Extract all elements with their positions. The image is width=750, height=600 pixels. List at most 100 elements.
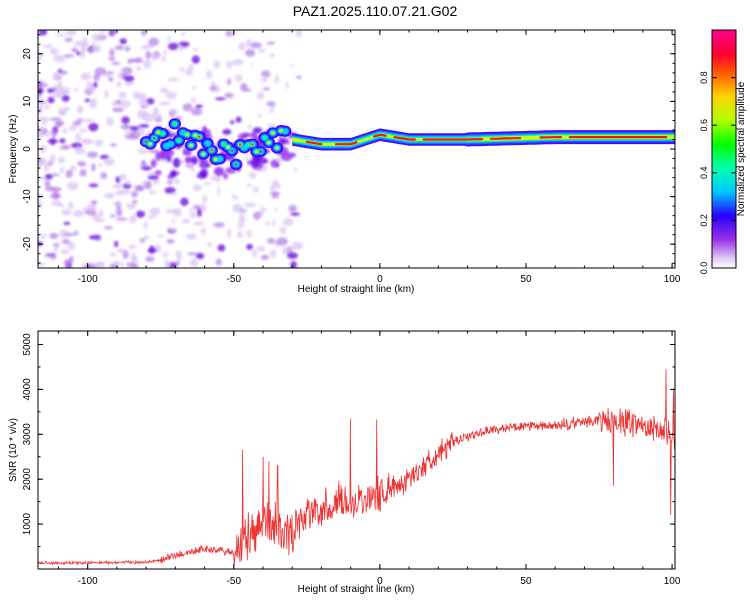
noise-blob (50, 117, 62, 122)
noise-blob (63, 221, 71, 225)
noise-blob (234, 74, 243, 82)
noise-blob (266, 41, 276, 45)
noise-speck (237, 220, 244, 230)
noise-blob (83, 118, 95, 123)
snr-y-tick-label: 1000 (22, 513, 33, 536)
noise-blob (61, 128, 68, 134)
noise-speck (243, 156, 250, 161)
noise-blob (98, 163, 103, 167)
noise-blob (286, 252, 299, 259)
noise-blob (128, 214, 138, 224)
noise-blob (147, 247, 157, 254)
noise-blob (67, 241, 75, 251)
noise-blob (39, 145, 47, 154)
noise-speck (216, 186, 221, 196)
ridge-peak (334, 141, 358, 146)
noise-blob (248, 171, 257, 179)
colorbar-tick-label: 0.6 (699, 119, 709, 132)
colorbar-ticks: 0.0 0.2 0.4 0.6 0.8 (699, 71, 736, 274)
noise-speck (262, 208, 268, 212)
noise-blob (269, 53, 275, 58)
noise-blob (292, 241, 304, 251)
noise-blob (115, 208, 123, 217)
snr-x-tick-label: 50 (520, 576, 532, 587)
ridge-blob (148, 142, 153, 146)
noise-blob (53, 54, 66, 63)
noise-speck (230, 32, 236, 37)
noise-speck (177, 253, 183, 261)
noise-blob (93, 73, 100, 82)
noise-blob (181, 31, 186, 36)
noise-blob (224, 92, 234, 99)
noise-blob (103, 226, 114, 230)
noise-blob (166, 180, 174, 185)
ridge-noise (203, 129, 211, 136)
ridge-blob (189, 143, 193, 147)
noise-blob (114, 240, 119, 248)
noise-blob (76, 118, 84, 122)
noise-blob (61, 238, 71, 245)
snr-plot: -100 -50 0 50 100 1000 2000 3000 4000 5000 Heigh… (8, 330, 681, 595)
noise-blob (73, 230, 79, 236)
noise-speck (205, 69, 213, 79)
spectrogram-y-tick-label: 10 (22, 95, 33, 107)
ridge-blob (251, 143, 254, 146)
noise-blob (167, 42, 179, 51)
noise-blob (253, 211, 262, 221)
noise-speck (250, 63, 254, 66)
noise-blob (115, 99, 122, 104)
noise-speck (171, 192, 178, 196)
noise-blob (76, 161, 86, 166)
ridge-blob (230, 149, 234, 152)
noise-speck (285, 81, 289, 90)
noise-blob (126, 180, 131, 186)
noise-blob (143, 235, 150, 241)
noise-speck (268, 110, 275, 114)
noise-blob (90, 262, 96, 268)
ridge-blob (172, 121, 178, 126)
noise-blob (111, 107, 124, 113)
noise-speck (206, 241, 213, 248)
noise-blob (90, 163, 96, 172)
spectrogram-x-tick-label: 0 (377, 274, 383, 285)
noise-blob (189, 258, 198, 268)
noise-speck (162, 251, 169, 258)
ridge-noise (150, 159, 157, 168)
spectrogram-y-label: Frequency (Hz) (8, 115, 19, 184)
noise-blob (60, 249, 70, 255)
noise-blob (67, 181, 79, 191)
ridge-noise (270, 159, 279, 168)
ridge-blob (254, 149, 259, 154)
colorbar-tick-label: 0.8 (699, 71, 709, 84)
noise-blob (127, 59, 133, 64)
noise-blob (192, 184, 202, 191)
noise-blob (135, 66, 142, 71)
noise-blob (38, 129, 44, 139)
noise-blob (57, 156, 66, 164)
noise-blob (164, 186, 176, 194)
noise-blob (72, 121, 82, 126)
ridge-blob (204, 140, 211, 147)
noise-speck (251, 248, 258, 258)
noise-blob (76, 105, 84, 114)
noise-speck (237, 58, 242, 64)
noise-blob (47, 117, 53, 122)
ridge-peak (305, 140, 323, 146)
noise-blob (293, 168, 298, 172)
noise-blob (57, 81, 63, 90)
colorbar-label: Normalized spectral amplitude (736, 81, 747, 216)
noise-blob (59, 138, 66, 144)
noise-blob (43, 163, 50, 172)
noise-blob (88, 234, 101, 240)
noise-speck (260, 205, 264, 215)
ridge-blob (198, 135, 201, 138)
noise-blob (238, 42, 246, 51)
noise-blob (64, 232, 75, 237)
noise-blob (266, 237, 275, 244)
noise-blob (256, 245, 265, 252)
noise-blob (66, 30, 77, 36)
noise-blob (80, 72, 91, 81)
noise-blob (145, 98, 155, 105)
ridge-blob (213, 157, 218, 161)
